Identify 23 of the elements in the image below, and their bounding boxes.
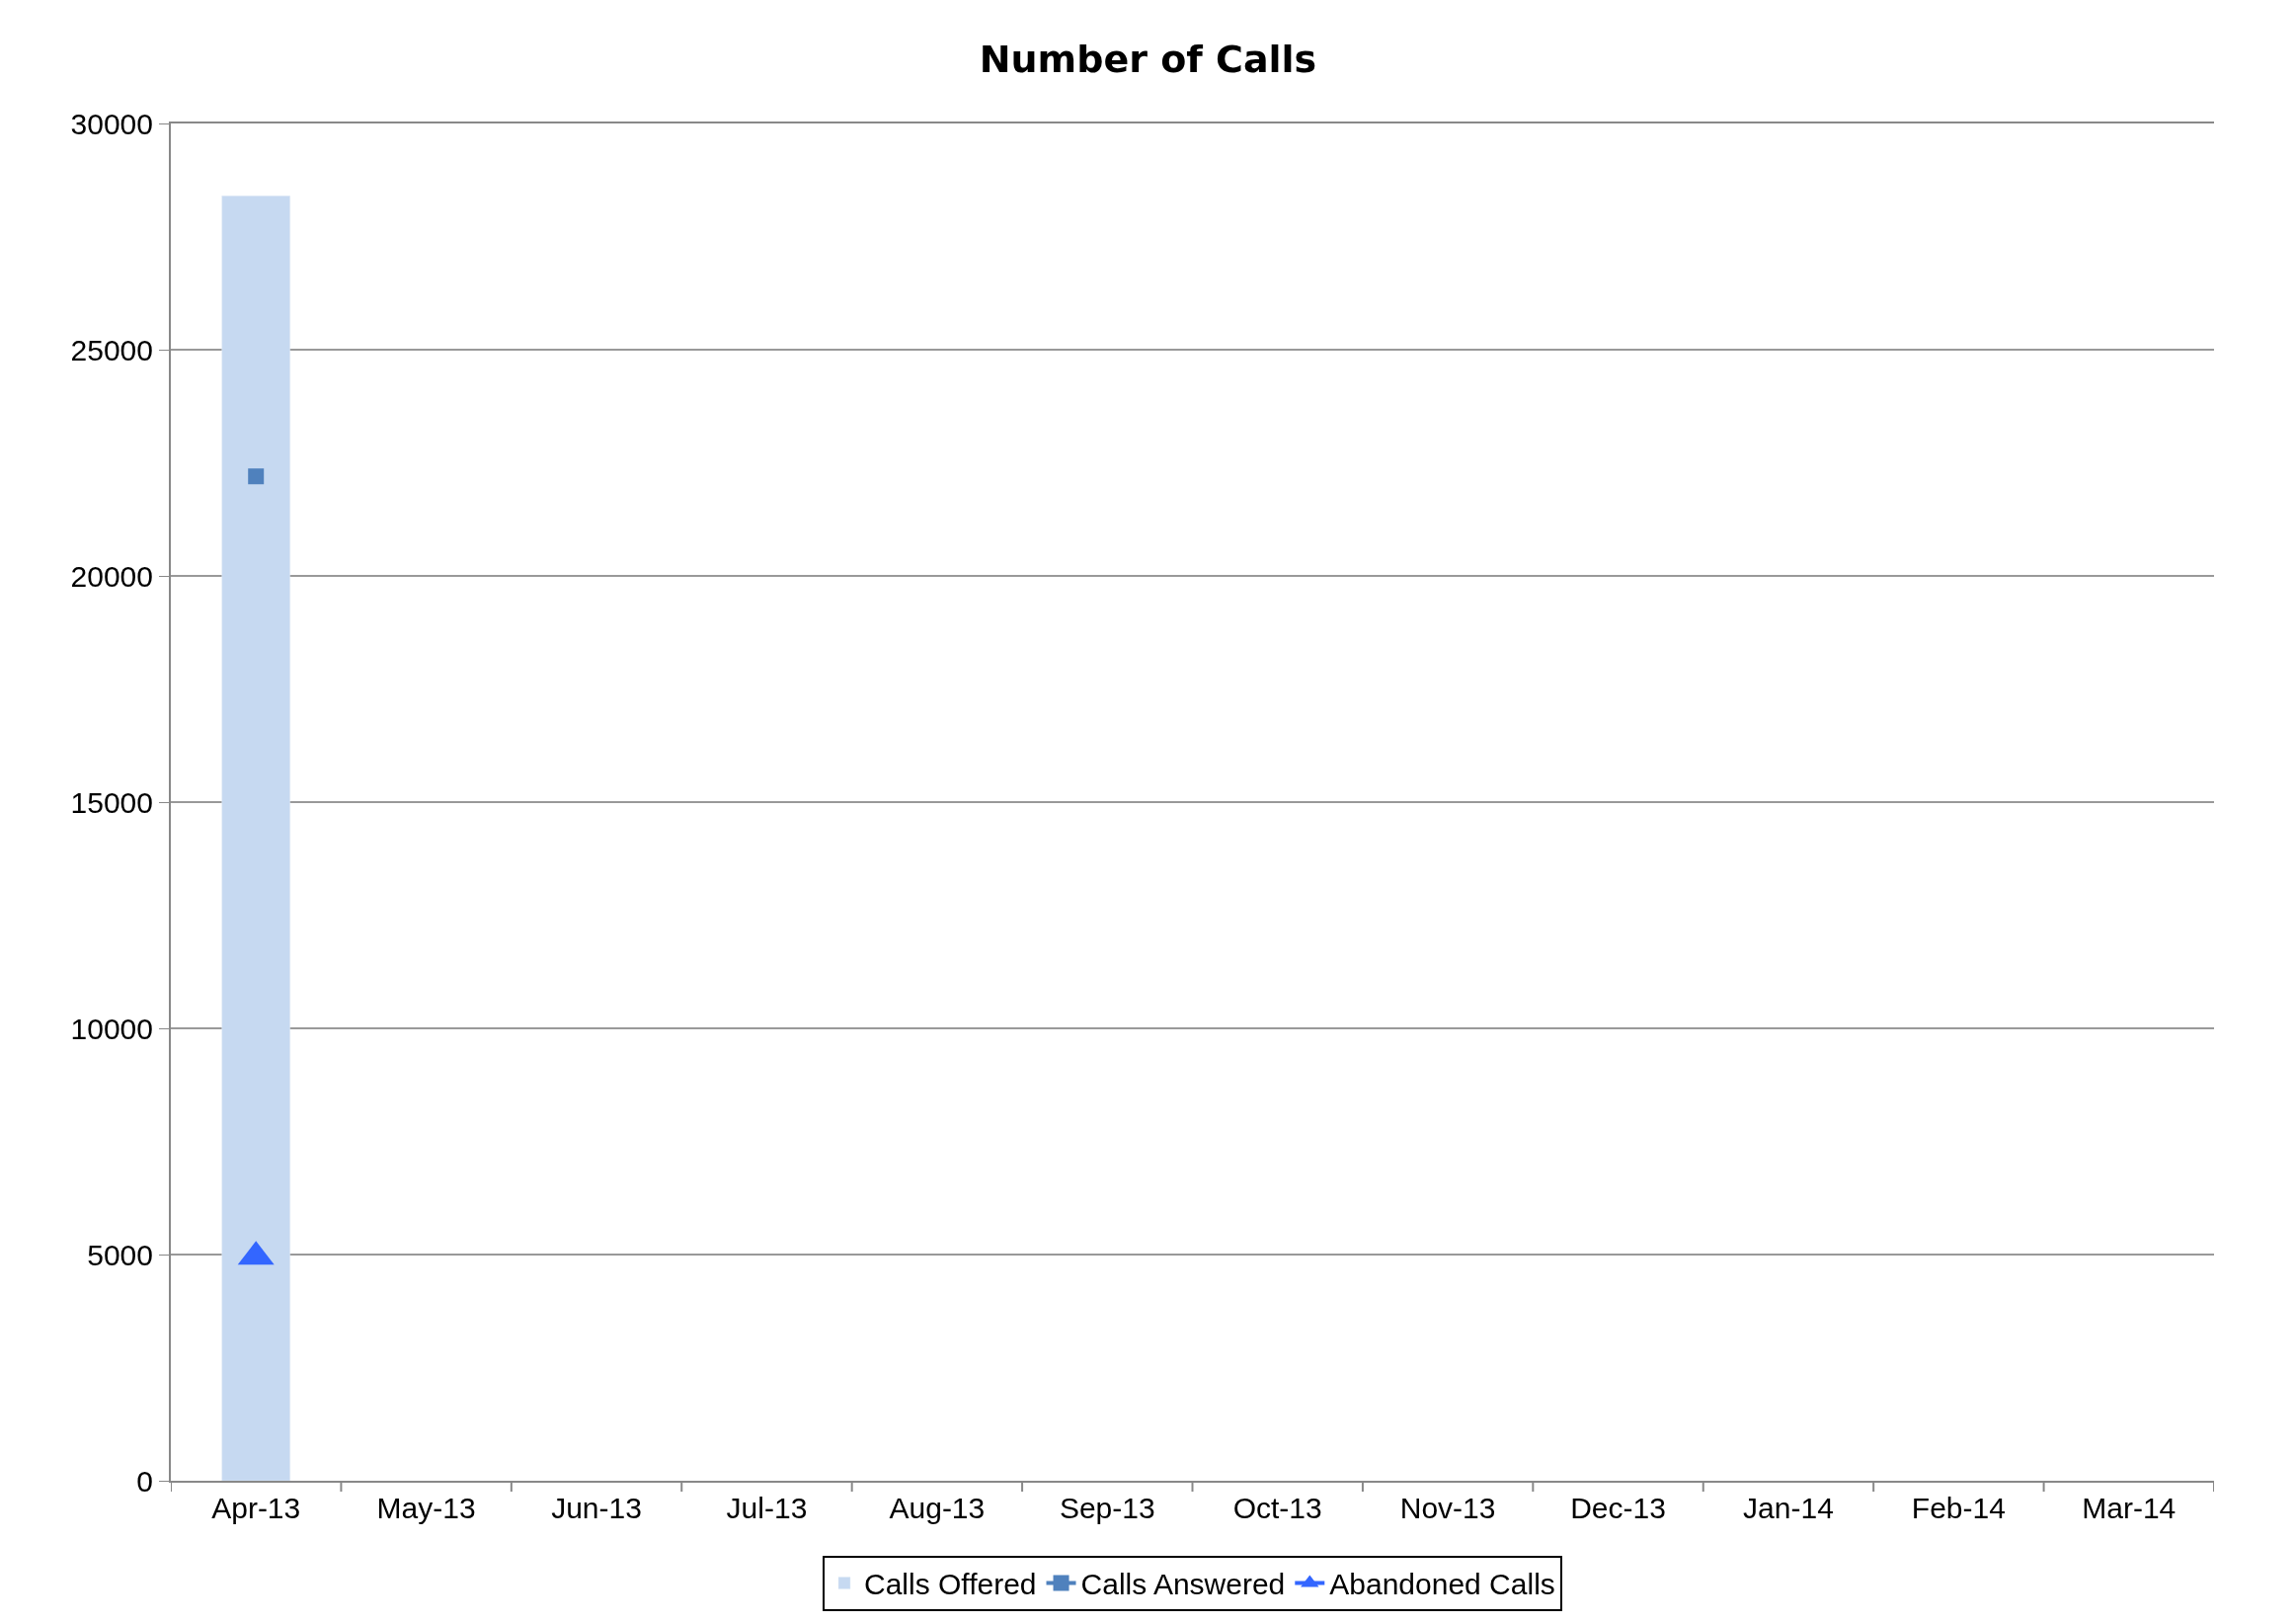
x-tick-label: Nov-13 [1399, 1492, 1496, 1524]
legend-label: Calls Offered [864, 1568, 1037, 1601]
x-tick-label: Oct-13 [1232, 1492, 1322, 1524]
x-tick-label: Aug-13 [889, 1492, 986, 1524]
legend-label: Calls Answered [1080, 1568, 1286, 1601]
x-tick-label: Feb-14 [1911, 1492, 2006, 1524]
legend-label: Abandoned Calls [1329, 1568, 1555, 1601]
x-tick-label: Jun-13 [551, 1492, 642, 1524]
x-tick-label: Apr-13 [211, 1492, 301, 1524]
y-tick-label: 10000 [70, 1012, 153, 1045]
y-tick-label: 15000 [70, 785, 153, 819]
y-tick-label: 0 [136, 1464, 153, 1498]
chart-title: Number of Calls [979, 38, 1317, 82]
x-tick-label: Jan-14 [1743, 1492, 1834, 1524]
y-tick-label: 25000 [70, 333, 153, 366]
x-tick-label: Mar-14 [2082, 1492, 2177, 1524]
x-tick-label: Jul-13 [726, 1492, 808, 1524]
x-tick-label: May-13 [376, 1492, 476, 1524]
y-tick-label: 5000 [87, 1238, 153, 1271]
x-tick-label: Sep-13 [1059, 1492, 1155, 1524]
y-tick-label: 30000 [70, 107, 153, 140]
y-tick-label: 20000 [70, 559, 153, 593]
x-tick-label: Dec-13 [1570, 1492, 1666, 1524]
